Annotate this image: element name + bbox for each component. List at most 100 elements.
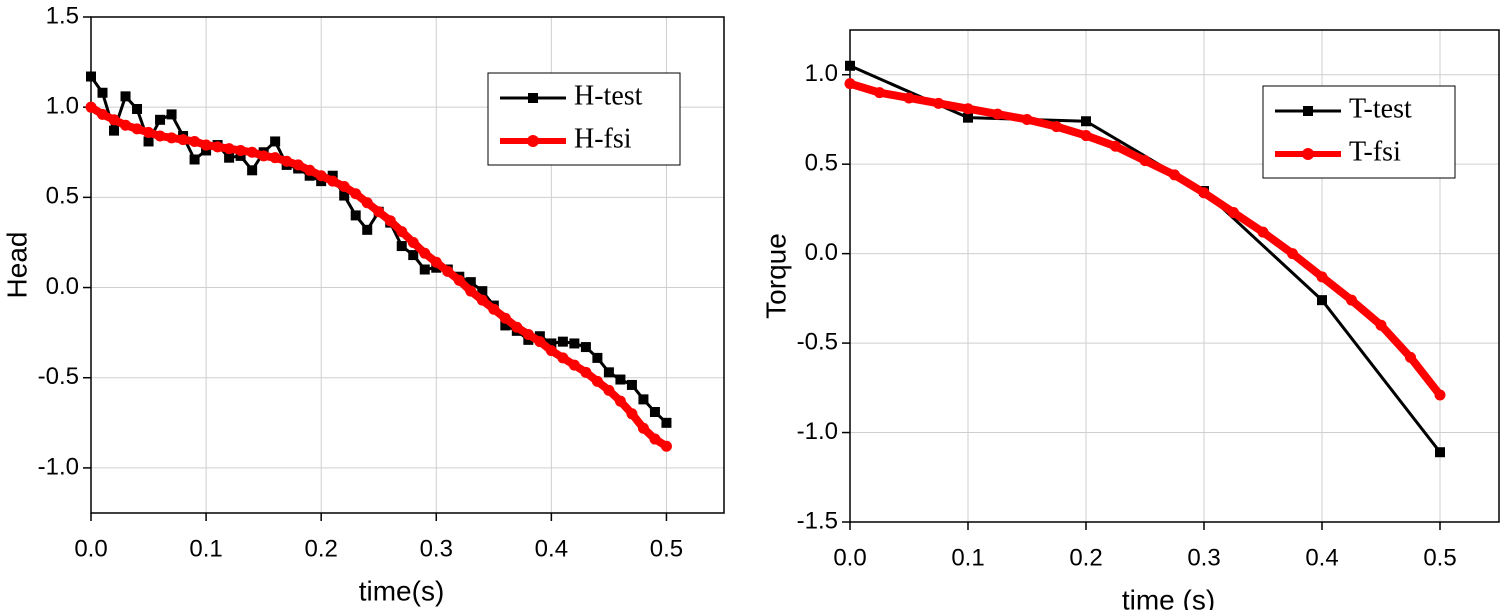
subplot: -1.5 -1.0 -0.5 0.0 0.5 1.0 0.0 0.1 0.2 0.3 0.4 0.5 t… <box>760 29 1500 610</box>
point-marker <box>189 135 201 147</box>
point-marker <box>362 224 373 235</box>
point-marker <box>1198 187 1210 199</box>
y-tick-label: 0.5 <box>805 150 838 177</box>
point-marker <box>1257 226 1269 238</box>
point-marker <box>546 338 557 349</box>
subplot: -1.0 -0.5 0.0 0.5 1.0 1.5 0.0 0.1 0.2 0.3 0.4 0.5 ti… <box>1 2 725 606</box>
x-tick-label: 0.4 <box>535 535 568 562</box>
y-tick-label: 0.0 <box>805 239 838 266</box>
point-marker <box>1139 155 1151 167</box>
x-tick-label: 0.5 <box>650 535 683 562</box>
y-tick-label: 1.0 <box>805 60 838 87</box>
point-marker <box>97 87 108 98</box>
point-marker <box>615 374 626 385</box>
legend-marker <box>1303 106 1313 116</box>
point-marker <box>638 394 649 405</box>
point-marker <box>269 152 281 164</box>
point-marker <box>304 164 316 176</box>
point-marker <box>247 165 258 176</box>
point-marker <box>500 320 511 331</box>
point-marker <box>396 226 408 238</box>
y-tick-label: 1.0 <box>46 93 79 120</box>
point-marker <box>962 103 974 115</box>
point-marker <box>86 71 96 82</box>
point-marker <box>270 136 281 147</box>
point-marker <box>1080 130 1092 142</box>
legend-marker <box>528 93 538 103</box>
legend-marker <box>527 135 539 147</box>
point-marker <box>603 367 614 378</box>
point-marker <box>477 286 488 297</box>
point-marker <box>212 141 224 153</box>
point-marker <box>154 130 166 142</box>
point-marker <box>327 175 339 187</box>
point-marker <box>223 143 235 155</box>
point-marker <box>430 256 442 268</box>
point-marker <box>338 181 350 193</box>
point-marker <box>845 60 855 71</box>
point-marker <box>1228 206 1239 218</box>
y-tick-label: 0.5 <box>46 183 79 210</box>
point-marker <box>361 197 373 209</box>
x-axis-title: time(s) <box>359 575 445 606</box>
point-marker <box>626 379 637 390</box>
x-tick-label: 0.0 <box>74 535 107 562</box>
point-marker <box>557 336 568 347</box>
point-marker <box>591 375 603 387</box>
y-tick-label: -0.5 <box>797 328 838 355</box>
point-marker <box>660 440 672 452</box>
point-marker <box>350 210 361 221</box>
point-marker <box>649 433 661 445</box>
y-tick-label: -1.0 <box>797 418 838 445</box>
x-tick-label: 0.3 <box>1187 544 1220 571</box>
x-tick-label: 0.5 <box>1423 544 1456 571</box>
point-marker <box>545 345 557 357</box>
x-axis-title: time (s) <box>1122 584 1215 610</box>
point-marker <box>258 150 270 162</box>
point-marker <box>874 87 885 99</box>
x-tick-label: 0.2 <box>304 535 337 562</box>
point-marker <box>85 101 97 113</box>
y-axis-title: Head <box>1 232 32 299</box>
point-marker <box>603 384 615 396</box>
point-marker <box>1434 389 1446 401</box>
plot-frame <box>849 29 1500 523</box>
point-marker <box>350 188 362 200</box>
point-marker <box>661 417 672 428</box>
point-marker <box>626 408 638 420</box>
point-marker <box>1346 294 1357 306</box>
y-axis-title: Torque <box>760 233 791 319</box>
point-marker <box>1317 295 1327 306</box>
y-tick-label: -1.5 <box>797 507 838 534</box>
point-marker <box>534 336 546 348</box>
y-tick-label: -1.0 <box>38 453 79 480</box>
point-marker <box>465 285 477 297</box>
point-marker <box>1021 113 1033 125</box>
point-marker <box>1110 140 1121 152</box>
point-marker <box>97 108 109 120</box>
point-marker <box>568 359 580 371</box>
point-marker <box>224 152 235 163</box>
point-marker <box>1051 121 1062 133</box>
point-marker <box>614 395 626 407</box>
point-marker <box>933 97 944 109</box>
point-marker <box>419 264 430 275</box>
point-marker <box>903 92 915 104</box>
y-tick-label: 0.0 <box>46 273 79 300</box>
point-marker <box>166 109 177 120</box>
point-marker <box>1287 248 1298 260</box>
point-marker <box>315 170 327 182</box>
point-marker <box>292 159 304 171</box>
x-tick-label: 0.0 <box>833 544 866 571</box>
plot-frame <box>90 16 725 514</box>
point-marker <box>476 294 488 306</box>
point-marker <box>143 126 155 138</box>
point-marker <box>408 250 419 261</box>
point-marker <box>155 114 166 125</box>
point-marker <box>1081 116 1091 127</box>
point-marker <box>465 277 476 288</box>
point-marker <box>384 215 396 227</box>
point-marker <box>131 123 143 135</box>
point-marker <box>844 78 856 90</box>
point-marker <box>419 247 431 259</box>
